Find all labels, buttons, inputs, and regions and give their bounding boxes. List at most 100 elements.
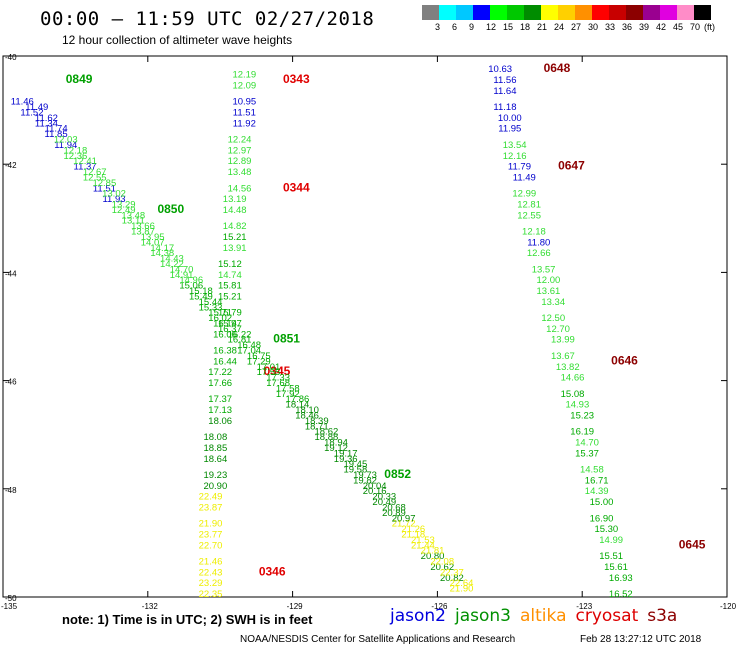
lon-tick-label: -129 <box>287 602 304 611</box>
wave-height-label: 19.17 <box>334 448 358 459</box>
wave-height-label: 12.55 <box>517 210 541 221</box>
wave-height-label: 14.56 <box>228 183 252 194</box>
wave-height-label: 14.70 <box>575 438 599 449</box>
legend-value: 45 <box>673 22 684 32</box>
wave-height-label: 13.67 <box>551 351 575 362</box>
wave-height-label: 11.46 <box>11 97 34 108</box>
lon-tick-label: -135 <box>1 602 18 611</box>
wave-height-label: 13.48 <box>121 210 145 221</box>
wave-height-label: 11.62 <box>35 113 58 124</box>
wave-height-label: 15.12 <box>218 259 242 270</box>
legend-value: 6 <box>452 22 458 32</box>
wave-height-label: 12.36 <box>64 151 88 162</box>
legend-swatch <box>609 5 626 20</box>
wave-height-label: 14.48 <box>223 205 247 216</box>
footer-note: note: 1) Time is in UTC; 2) SWH is in fe… <box>62 612 313 627</box>
legend-swatch <box>643 5 660 20</box>
wave-height-label: 14.39 <box>585 486 609 497</box>
wave-height-label: 12.00 <box>537 275 561 286</box>
wave-height-label: 23.87 <box>199 502 223 513</box>
wave-height-label: 11.49 <box>25 102 48 113</box>
wave-height-label: 16.22 <box>228 329 252 340</box>
time-label: 0343 <box>283 72 310 86</box>
legend-value: 36 <box>622 22 633 32</box>
wave-height-label: 15.49 <box>189 291 213 302</box>
wave-height-label: 11.49 <box>513 172 536 183</box>
legend-swatch <box>626 5 643 20</box>
legend-swatch <box>422 5 439 20</box>
wave-height-label: 11.37 <box>74 162 97 173</box>
wave-height-label: 13.66 <box>131 221 155 232</box>
wave-height-label: 18.88 <box>314 432 338 443</box>
wave-height-label: 12.03 <box>54 135 78 146</box>
wave-height-label: 20.49 <box>372 497 396 508</box>
lat-tick-label: -46 <box>5 378 17 387</box>
lat-tick-label: -40 <box>5 53 17 62</box>
wave-height-label: 20.80 <box>421 551 445 562</box>
wave-height-label: 18.06 <box>208 416 232 427</box>
wave-height-label: 13.29 <box>112 199 136 210</box>
wave-height-label: 16.71 <box>585 475 609 486</box>
wave-height-label: 14.07 <box>141 237 165 248</box>
legend-value: 3 <box>435 22 441 32</box>
wave-height-label: 20.16 <box>363 486 387 497</box>
legend-value: 24 <box>554 22 565 32</box>
legend-swatch <box>558 5 575 20</box>
wave-height-label: 21.44 <box>411 540 435 551</box>
wave-height-label: 20.68 <box>382 502 406 513</box>
legend-swatch <box>694 5 711 20</box>
wave-height-label: 20.33 <box>372 492 396 503</box>
lon-tick-label: -123 <box>576 602 593 611</box>
wave-height-label: 17.37 <box>208 394 232 405</box>
wave-height-label: 15.21 <box>223 232 247 243</box>
wave-height-label: 16.14 <box>213 319 237 330</box>
lon-tick-label: -120 <box>720 602 737 611</box>
wave-height-label: 18.46 <box>295 410 319 421</box>
legend-value: 27 <box>571 22 582 32</box>
time-label: 0648 <box>544 61 571 75</box>
wave-height-label: 22.64 <box>450 578 474 589</box>
wave-height-label: 14.93 <box>565 400 589 411</box>
wave-height-label: 13.87 <box>131 227 155 238</box>
wave-height-label: 19.82 <box>353 475 377 486</box>
wave-height-label: 13.95 <box>141 232 165 243</box>
wave-height-label: 13.19 <box>223 194 247 205</box>
satellite-name: cryosat <box>575 606 639 626</box>
time-label: 0850 <box>157 202 184 216</box>
wave-height-label: 12.41 <box>73 156 97 167</box>
wave-height-label: 14.82 <box>223 221 247 232</box>
wave-height-label: 21.90 <box>199 519 223 530</box>
wave-height-label: 15.44 <box>199 297 223 308</box>
wave-height-label: 12.49 <box>112 205 136 216</box>
wave-height-label: 15.06 <box>179 281 203 292</box>
credit-line: NOAA/NESDIS Center for Satellite Applica… <box>240 634 516 645</box>
wave-height-label: 18.94 <box>324 438 348 449</box>
wave-height-label: 13.91 <box>223 243 247 254</box>
wave-height-label: 11.56 <box>493 75 516 86</box>
wave-height-label: 12.55 <box>83 172 107 183</box>
legend-swatch <box>524 5 541 20</box>
wave-height-label: 12.97 <box>228 145 252 156</box>
wave-height-label: 13.11 <box>122 216 145 227</box>
satellite-legend: jason2 jason3 altika cryosat s3a <box>390 606 686 626</box>
legend-value: 42 <box>656 22 667 32</box>
wave-height-label: 17.01 <box>257 362 281 373</box>
wave-height-label: 15.37 <box>575 448 599 459</box>
wave-height-label: 19.12 <box>324 443 348 454</box>
wave-height-label: 17.92 <box>276 389 300 400</box>
time-label: 0851 <box>273 332 300 346</box>
wave-height-label: 15.30 <box>594 524 618 535</box>
wave-height-label: 17.13 <box>208 405 232 416</box>
wave-height-label: 16.48 <box>237 340 261 351</box>
wave-height-label: 10.63 <box>488 64 512 75</box>
legend-value: 21 <box>537 22 548 32</box>
wave-height-label: 17.66 <box>208 378 232 389</box>
wave-height-label: 14.22 <box>160 259 184 270</box>
legend-value: 12 <box>486 22 497 32</box>
legend-value: 9 <box>469 22 475 32</box>
wave-height-label: 21.53 <box>411 535 435 546</box>
wave-height-label: 14.38 <box>150 248 174 259</box>
wave-height-label: 20.62 <box>430 562 454 573</box>
